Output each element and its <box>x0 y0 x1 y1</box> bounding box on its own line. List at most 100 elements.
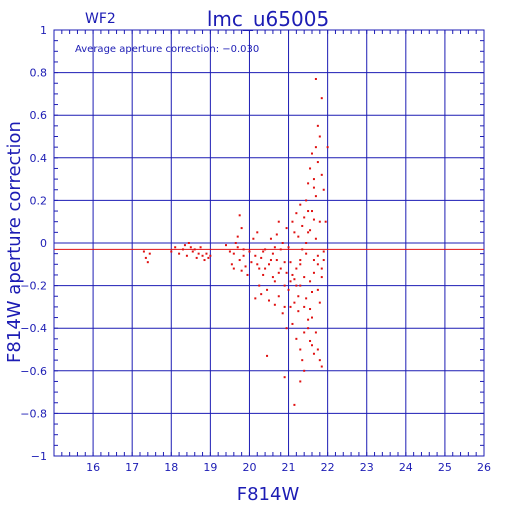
data-point <box>311 290 313 293</box>
y-tick-label: 0.4 <box>30 152 48 165</box>
data-point <box>258 267 261 270</box>
data-point <box>299 259 302 262</box>
data-point <box>305 252 308 255</box>
plot-frame <box>53 29 485 457</box>
data-point <box>174 246 177 249</box>
x-tick-label: 20 <box>242 461 256 474</box>
data-point <box>318 301 321 304</box>
data-point <box>271 252 274 255</box>
data-point <box>293 278 296 281</box>
data-point <box>301 359 304 362</box>
data-point <box>185 254 188 257</box>
data-point <box>225 244 227 247</box>
data-point <box>201 254 204 257</box>
data-point <box>273 303 276 306</box>
data-point <box>182 248 184 251</box>
data-point <box>305 297 308 300</box>
data-point <box>322 188 325 191</box>
data-point <box>275 233 278 236</box>
data-point <box>199 246 202 249</box>
data-point <box>269 237 272 240</box>
data-point <box>283 376 286 379</box>
data-point <box>311 210 313 213</box>
data-point <box>316 263 319 266</box>
y-tick-label: 0.8 <box>30 67 48 80</box>
data-point <box>312 218 315 221</box>
data-point <box>309 167 312 170</box>
data-point <box>268 263 270 266</box>
average-annotation: Average aperture correction: −0.030 <box>75 44 259 55</box>
data-point <box>314 146 317 149</box>
data-point <box>297 295 300 298</box>
data-point <box>291 273 294 276</box>
data-point <box>303 331 306 334</box>
data-point <box>287 288 290 291</box>
data-point <box>307 182 310 185</box>
data-point <box>326 146 329 149</box>
data-point <box>299 284 302 287</box>
data-point <box>309 280 312 283</box>
data-point <box>318 135 321 138</box>
data-point <box>144 256 147 259</box>
x-tick-label: 23 <box>360 461 374 474</box>
y-tick-label: 0.2 <box>30 194 48 207</box>
data-point <box>316 161 319 164</box>
data-point <box>324 220 327 223</box>
data-point <box>234 242 237 244</box>
data-point <box>299 263 302 266</box>
data-point <box>320 365 323 368</box>
data-point <box>299 348 302 351</box>
data-point <box>295 337 298 340</box>
data-point <box>303 216 306 219</box>
x-tick-label: 19 <box>203 461 217 474</box>
data-point <box>311 152 313 155</box>
data-point <box>295 284 298 287</box>
data-point <box>305 199 308 202</box>
data-point <box>316 348 319 351</box>
data-point <box>254 254 257 257</box>
data-point <box>279 248 282 251</box>
data-point <box>322 259 325 262</box>
data-point <box>299 380 302 383</box>
data-point <box>240 227 243 230</box>
data-point <box>266 288 269 291</box>
data-point <box>248 250 251 253</box>
data-point <box>277 271 280 274</box>
data-point <box>297 310 300 313</box>
data-point <box>303 369 306 372</box>
data-point <box>293 231 296 234</box>
data-point <box>238 259 241 262</box>
data-point <box>312 178 315 181</box>
data-point <box>232 252 235 255</box>
data-point <box>289 305 292 308</box>
y-tick-label: 0 <box>40 237 47 250</box>
data-point <box>193 248 196 251</box>
y-tick-label: −1 <box>31 450 47 463</box>
data-point <box>178 252 181 255</box>
data-point <box>203 259 206 262</box>
data-point <box>295 212 298 215</box>
y-tick-label: −0.4 <box>20 322 47 335</box>
data-point <box>301 224 304 227</box>
data-point <box>262 273 265 276</box>
data-point <box>316 124 319 127</box>
data-point <box>312 259 315 262</box>
data-point <box>293 403 296 406</box>
data-point <box>277 220 280 223</box>
data-point <box>299 203 302 206</box>
data-point <box>314 77 317 80</box>
data-point <box>187 242 190 244</box>
data-point <box>301 248 304 251</box>
data-point <box>311 344 313 347</box>
data-point <box>303 305 306 308</box>
data-point <box>269 259 272 262</box>
data-point <box>230 263 233 266</box>
x-tick-label: 21 <box>282 461 296 474</box>
data-point <box>273 246 276 249</box>
data-point <box>283 305 286 308</box>
x-tick-label: 18 <box>164 461 178 474</box>
data-point <box>307 231 310 234</box>
data-point <box>252 237 255 240</box>
data-point <box>142 250 145 253</box>
data-point <box>277 295 280 298</box>
